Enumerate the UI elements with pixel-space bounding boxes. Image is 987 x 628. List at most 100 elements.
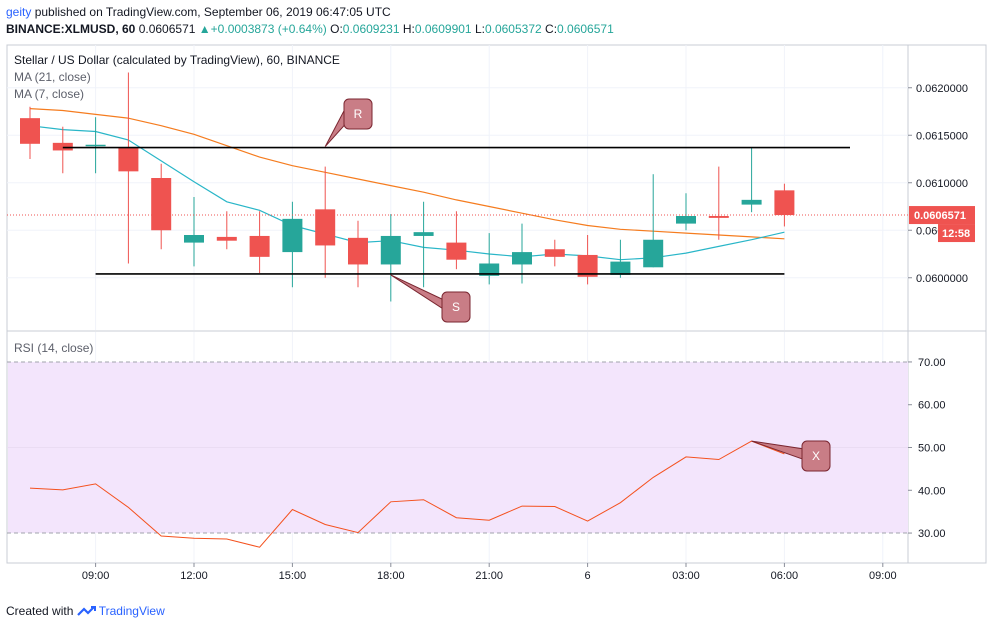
candle-body [676,216,696,224]
callout-r-label: R [354,107,363,121]
countdown-text: 12:58 [942,228,970,240]
legend-ma21: MA (21, close) [14,70,91,84]
candle-body [544,249,565,257]
last-price-badge-text: 0.0606571 [914,210,966,222]
candle [282,201,303,288]
up-arrow-icon: ▲ [198,22,211,36]
candle [85,117,106,174]
candle-body [577,254,598,277]
candle [216,211,237,250]
ma21-line [29,108,785,240]
callout-r-box [343,98,373,130]
last-price-badge [909,206,975,225]
candle-body [479,263,500,276]
callout-x-box [801,440,831,472]
candle [315,166,336,278]
price-tick-label: 0.0600000 [916,273,968,285]
callout-s-pointer [390,274,449,314]
price-tick-label: 0.0620000 [916,83,968,95]
author-name[interactable]: geity [6,5,32,19]
candle [479,233,500,285]
candle-body [512,252,532,265]
callout-s: S [390,274,471,323]
countdown-badge [938,224,975,243]
close-label: C: [545,22,558,36]
candle [20,106,40,159]
candle [52,126,73,174]
callout-s-box [441,291,471,323]
candle-body [413,232,434,236]
candle-body [52,142,73,151]
price-tick-label: 0.0615000 [916,130,968,142]
main-chart-title: Stellar / US Dollar (calculated by Tradi… [14,53,340,67]
legend-ma7: MA (7, close) [14,87,84,101]
symbol-label: BINANCE:XLMUSD, 60 [6,22,136,36]
candle-body [118,147,139,172]
rsi-tick-label: 70.00 [918,357,946,369]
price-tick-label: 0.0610000 [916,178,968,190]
candle-body [315,209,336,246]
candle [774,183,795,227]
candle-body [348,237,368,265]
time-tick-label: 09:00 [82,570,110,582]
rsi-tick-label: 30.00 [918,528,946,540]
candle [610,239,631,278]
candle [708,166,729,240]
candle [676,193,696,231]
footer: Created with TradingView [6,603,165,618]
tradingview-brand[interactable]: TradingView [98,604,165,618]
high-value: 0.0609901 [414,22,472,36]
candle [741,147,762,213]
low-label: L: [474,22,485,36]
created-with-text: Created with [6,604,74,618]
low-value: 0.0605372 [484,22,542,36]
candle-body [774,190,795,216]
candle-body [446,242,467,260]
rsi-line [29,440,785,548]
time-tick-label: 18:00 [377,570,405,582]
candle [413,201,434,288]
candle-body [643,239,664,268]
candle [151,163,172,250]
rsi-tick-label: 40.00 [918,485,946,497]
candle-body [380,235,401,265]
open-value: 0.0609231 [342,22,400,36]
high-label: H: [402,22,415,36]
callout-x-label: X [812,449,820,463]
candle-body [151,178,172,231]
candle [446,211,467,270]
rsi-tick-label: 60.00 [918,400,946,412]
rsi-tick-label: 50.00 [918,443,946,455]
candle [118,72,139,264]
time-tick-label: 21:00 [475,570,503,582]
time-tick-label: 15:00 [279,570,307,582]
callout-x: X [751,440,831,472]
publish-info: geity published on TradingView.com, Sept… [6,5,391,19]
candle [577,235,598,285]
time-tick-label: 6 [585,570,591,582]
candle [380,214,401,302]
tradingview-logo-icon [76,606,96,616]
candle-body [249,235,270,257]
symbol-info: BINANCE:XLMUSD, 60 0.0606571 ▲+0.0003873… [6,22,614,36]
time-tick-label: 03:00 [672,570,700,582]
time-tick-label: 09:00 [869,570,897,582]
published-text: published on TradingView.com, September … [34,5,391,19]
candle [184,197,204,267]
candle [249,211,270,273]
time-tick-label: 12:00 [180,570,208,582]
callout-r: R [324,98,373,147]
candle [544,239,565,267]
candle-body [610,261,631,275]
candle-body [184,235,204,243]
candle-body [20,118,40,144]
open-label: O: [330,22,343,36]
change-value: +0.0003873 (+0.64%) [210,22,327,36]
candle-body [708,216,729,218]
ma7-line [29,125,785,261]
last-price: 0.0606571 [138,22,196,36]
candle-body [282,218,303,253]
candle-body [741,199,762,205]
candle-body [85,144,106,147]
